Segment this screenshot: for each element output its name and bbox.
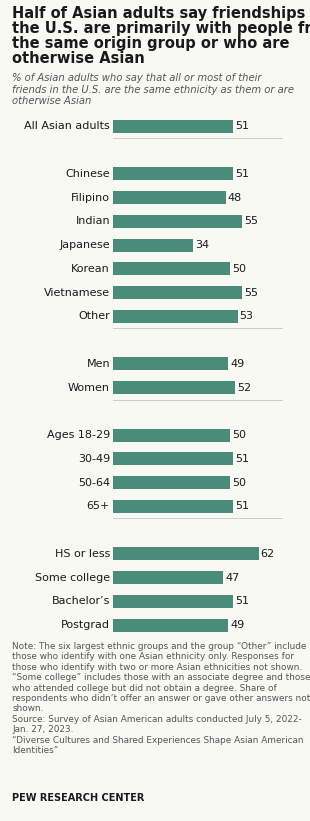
Text: HS or less: HS or less (55, 549, 110, 559)
Text: Indian: Indian (75, 217, 110, 227)
Bar (113, 595, 233, 608)
Bar (113, 239, 193, 252)
Text: Chinese: Chinese (65, 169, 110, 179)
Text: the same origin group or who are: the same origin group or who are (12, 36, 290, 51)
Text: 55: 55 (244, 217, 258, 227)
Text: Some college: Some college (35, 573, 110, 583)
Text: 50: 50 (232, 264, 246, 274)
Text: 49: 49 (230, 359, 244, 369)
Text: 47: 47 (225, 573, 240, 583)
Text: Vietnamese: Vietnamese (44, 287, 110, 298)
Bar (113, 381, 235, 394)
Text: Half of Asian adults say friendships in: Half of Asian adults say friendships in (12, 6, 310, 21)
Bar (113, 287, 242, 299)
Text: Korean: Korean (71, 264, 110, 274)
Text: Note: The six largest ethnic groups and the group “Other” include
those who iden: Note: The six largest ethnic groups and … (12, 642, 310, 755)
Text: Bachelor’s: Bachelor’s (52, 597, 110, 607)
Text: Women: Women (68, 383, 110, 392)
Text: 53: 53 (239, 311, 253, 322)
Bar (113, 357, 228, 370)
Bar (113, 263, 230, 276)
Text: 50-64: 50-64 (78, 478, 110, 488)
Text: 50: 50 (232, 478, 246, 488)
Text: Other: Other (78, 311, 110, 322)
Text: 65+: 65+ (87, 502, 110, 511)
Bar (113, 167, 233, 181)
Bar (113, 619, 228, 631)
Text: 62: 62 (260, 549, 275, 559)
Text: 51: 51 (235, 169, 249, 179)
Text: % of Asian adults who say that all or most of their
friends in the U.S. are the : % of Asian adults who say that all or mo… (12, 73, 294, 106)
Bar (113, 452, 233, 466)
Bar (113, 571, 224, 585)
Text: 52: 52 (237, 383, 251, 392)
Bar (113, 191, 226, 204)
Text: the U.S. are primarily with people from: the U.S. are primarily with people from (12, 21, 310, 36)
Text: 51: 51 (235, 454, 249, 464)
Text: Ages 18-29: Ages 18-29 (47, 430, 110, 440)
Bar (113, 215, 242, 228)
Text: 51: 51 (235, 597, 249, 607)
Text: 51: 51 (235, 502, 249, 511)
Text: otherwise Asian: otherwise Asian (12, 51, 145, 67)
Text: 50: 50 (232, 430, 246, 440)
Bar (113, 310, 237, 323)
Text: Filipino: Filipino (71, 193, 110, 203)
Text: 30-49: 30-49 (78, 454, 110, 464)
Bar (113, 120, 233, 133)
Text: PEW RESEARCH CENTER: PEW RESEARCH CENTER (12, 793, 145, 803)
Bar (113, 476, 230, 489)
Bar (113, 548, 259, 561)
Text: Japanese: Japanese (60, 241, 110, 250)
Text: Postgrad: Postgrad (61, 620, 110, 631)
Text: Men: Men (86, 359, 110, 369)
Text: 49: 49 (230, 620, 244, 631)
Text: 48: 48 (228, 193, 242, 203)
Text: 34: 34 (195, 241, 209, 250)
Bar (113, 500, 233, 513)
Text: All Asian adults: All Asian adults (24, 122, 110, 131)
Text: 55: 55 (244, 287, 258, 298)
Text: 51: 51 (235, 122, 249, 131)
Bar (113, 429, 230, 442)
